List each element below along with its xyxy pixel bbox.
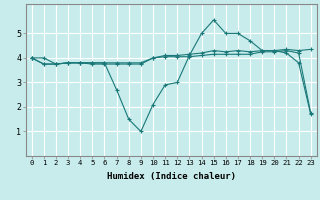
X-axis label: Humidex (Indice chaleur): Humidex (Indice chaleur) <box>107 172 236 181</box>
